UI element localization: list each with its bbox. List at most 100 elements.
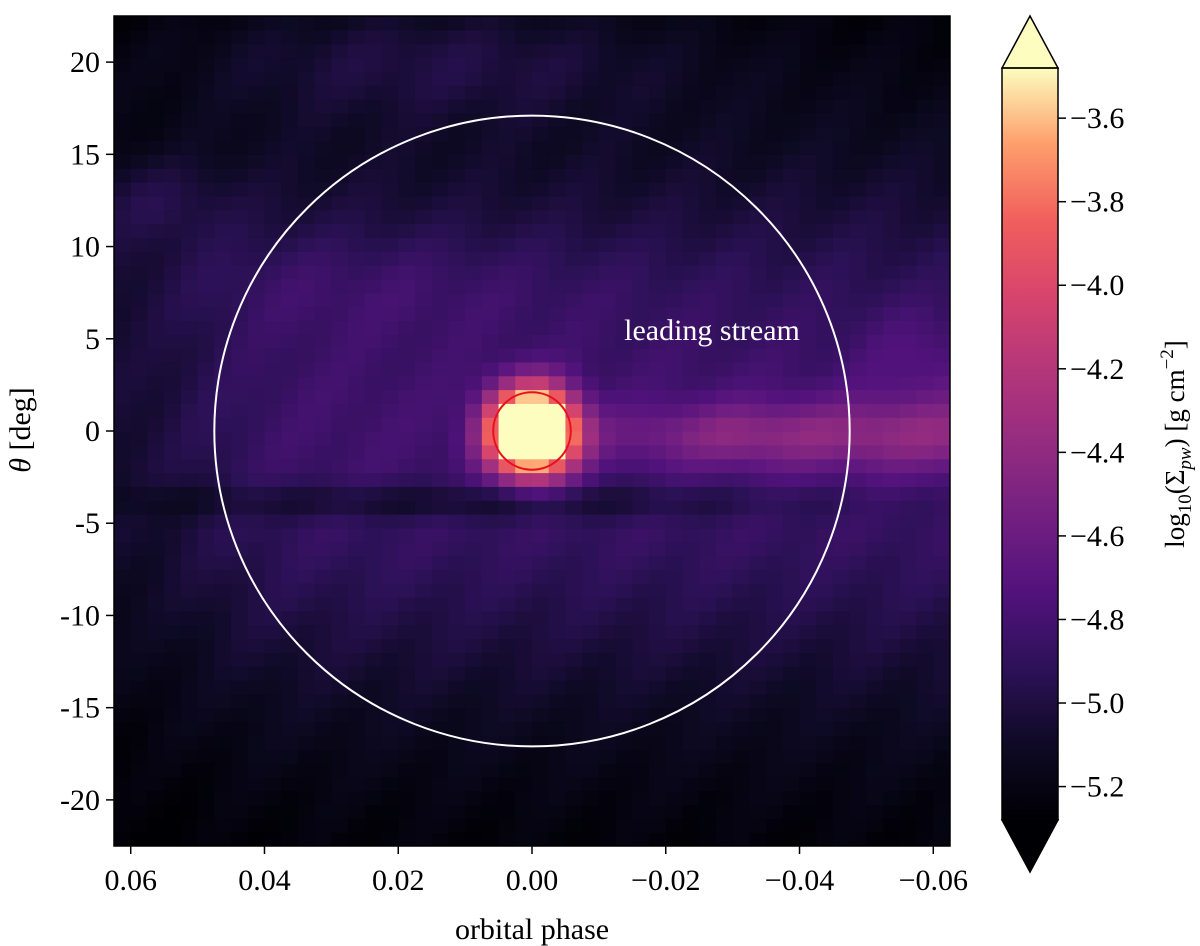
heatmap-cell — [414, 555, 433, 570]
heatmap-cell — [364, 85, 383, 100]
heatmap-cell — [766, 666, 784, 681]
heatmap-cell — [532, 278, 550, 294]
heatmap-cell — [264, 140, 282, 155]
heatmap-cell — [297, 375, 316, 391]
heatmap-cell — [465, 389, 483, 404]
heatmap-cell — [816, 610, 834, 626]
heatmap-cell — [732, 71, 750, 86]
x-tick-label: −0.06 — [899, 864, 968, 897]
heatmap-cell — [231, 832, 249, 846]
heatmap-cell — [364, 403, 383, 418]
heatmap-cell — [147, 237, 165, 252]
heatmap-cell — [297, 735, 316, 750]
heatmap-cell — [431, 776, 449, 792]
heatmap-cell — [498, 776, 516, 792]
heatmap-cell — [114, 251, 132, 266]
heatmap-cell — [465, 749, 483, 764]
heatmap-cell — [281, 403, 299, 418]
heatmap-cell — [849, 43, 867, 59]
heatmap-cell — [849, 417, 867, 432]
heatmap-cell — [899, 818, 918, 833]
heatmap-cell — [565, 624, 583, 640]
heatmap-cell — [481, 624, 500, 640]
heatmap-cell — [615, 348, 633, 363]
heatmap-cell — [247, 652, 266, 667]
heatmap-cell — [114, 182, 132, 197]
heatmap-cell — [231, 583, 249, 598]
heatmap-cell — [247, 140, 266, 155]
heatmap-cell — [782, 237, 801, 252]
heatmap-cell — [348, 431, 366, 446]
heatmap-cell — [180, 320, 199, 335]
heatmap-cell — [448, 458, 466, 474]
heatmap-cell — [682, 16, 700, 31]
heatmap-cell — [164, 320, 182, 335]
heatmap-cell — [231, 804, 249, 819]
heatmap-cell — [264, 29, 282, 45]
heatmap-cell — [548, 583, 567, 598]
heatmap-cell — [314, 707, 332, 723]
heatmap-cell — [849, 85, 867, 100]
heatmap-cell — [916, 555, 934, 570]
heatmap-cell — [832, 154, 851, 169]
heatmap-cell — [916, 541, 934, 557]
heatmap-cell — [130, 721, 149, 736]
heatmap-cell — [147, 16, 165, 31]
heatmap-cell — [866, 514, 884, 529]
heatmap-cell — [147, 223, 165, 238]
heatmap-cell — [532, 182, 550, 197]
heatmap-cell — [799, 85, 817, 100]
heatmap-cell — [114, 569, 132, 584]
y-axis-unit: [deg] — [4, 387, 37, 450]
heatmap-cell — [749, 749, 767, 764]
heatmap-cell — [398, 832, 416, 846]
heatmap-cell — [431, 223, 449, 238]
heatmap-cell — [498, 251, 516, 266]
heatmap-cell — [548, 790, 567, 806]
heatmap-cell — [615, 569, 633, 584]
heatmap-cell — [481, 500, 500, 515]
heatmap-cell — [130, 195, 149, 211]
heatmap-cell — [866, 500, 884, 515]
heatmap-cell — [782, 569, 801, 584]
heatmap-cell — [715, 375, 734, 391]
heatmap-cell — [348, 832, 366, 846]
heatmap-cell — [682, 334, 700, 349]
heatmap-cell — [699, 555, 717, 570]
heatmap-cell — [582, 334, 600, 349]
heatmap-cell — [883, 638, 901, 653]
heatmap-cell — [933, 444, 950, 460]
heatmap-cell — [231, 99, 249, 114]
heatmap-cell — [214, 71, 232, 86]
heatmap-cell — [297, 583, 316, 598]
heatmap-cell — [532, 583, 550, 598]
heatmap-cell — [732, 472, 750, 487]
heatmap-cell — [180, 527, 199, 543]
heatmap-cell — [799, 140, 817, 155]
heatmap-cell — [749, 444, 767, 460]
heatmap-cell — [498, 292, 516, 308]
heatmap-cell — [832, 57, 851, 72]
heatmap-cell — [314, 278, 332, 294]
heatmap-cell — [665, 265, 684, 280]
heatmap-cell — [699, 431, 717, 446]
heatmap-cell — [849, 500, 867, 515]
heatmap-cell — [933, 16, 950, 31]
heatmap-cell — [465, 223, 483, 238]
heatmap-cell — [582, 85, 600, 100]
heatmap-cell — [214, 320, 232, 335]
heatmap-cell — [582, 680, 600, 695]
heatmap-cell — [749, 251, 767, 266]
heatmap-cell — [699, 237, 717, 252]
heatmap-cell — [782, 375, 801, 391]
heatmap-cell — [448, 389, 466, 404]
heatmap-cell — [381, 168, 399, 183]
heatmap-cell — [548, 610, 567, 626]
heatmap-cell — [147, 278, 165, 294]
heatmap-cell — [682, 154, 700, 169]
heatmap-cell — [715, 707, 734, 723]
heatmap-cell — [649, 790, 667, 806]
heatmap-cell — [381, 71, 399, 86]
heatmap-cell — [565, 43, 583, 59]
heatmap-cell — [214, 29, 232, 45]
